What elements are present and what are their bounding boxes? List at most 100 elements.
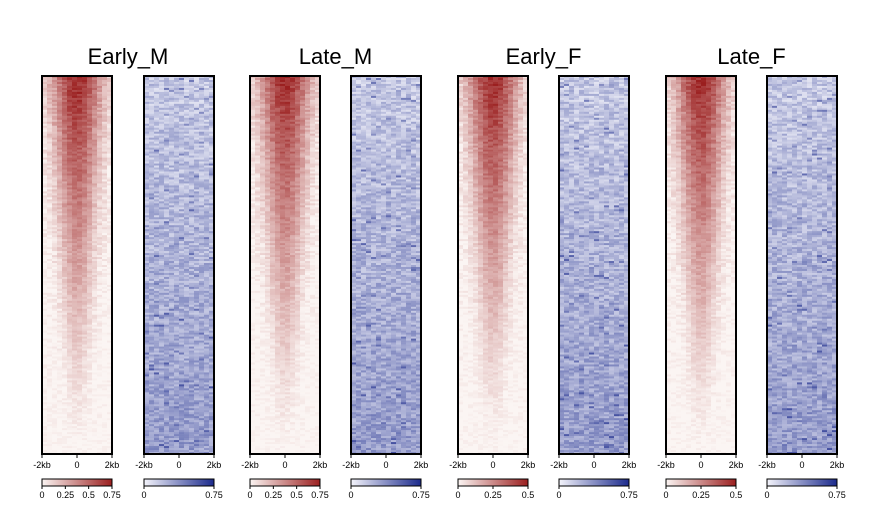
heatmap-cell bbox=[199, 187, 205, 190]
heatmap-cell bbox=[179, 259, 185, 262]
heatmap-cell bbox=[102, 400, 108, 403]
heatmap-cell bbox=[107, 87, 113, 91]
heatmap-cell bbox=[102, 143, 108, 146]
heatmap-cell bbox=[72, 276, 78, 280]
heatmap-cell bbox=[169, 123, 175, 127]
heatmap-cell bbox=[77, 91, 83, 95]
heatmap-cell bbox=[42, 442, 48, 445]
heatmap-cell bbox=[149, 107, 155, 111]
heatmap-cell bbox=[174, 205, 180, 208]
heatmap-cell bbox=[204, 300, 210, 304]
heatmap-cell bbox=[87, 135, 93, 138]
heatmap-cell bbox=[72, 406, 78, 409]
heatmap-cell bbox=[52, 229, 58, 232]
heatmap-cell bbox=[107, 217, 113, 220]
heatmap-cell bbox=[47, 79, 53, 83]
heatmap-cell bbox=[47, 237, 53, 240]
heatmap-cell bbox=[107, 205, 113, 208]
heatmap-cell bbox=[169, 320, 175, 323]
heatmap-cell bbox=[154, 386, 160, 389]
heatmap-cell bbox=[62, 125, 68, 129]
heatmap-cell bbox=[72, 195, 78, 198]
heatmap-cell bbox=[194, 346, 200, 349]
heatmap-cell bbox=[102, 245, 108, 248]
heatmap-cell bbox=[199, 193, 205, 196]
heatmap-cell bbox=[92, 384, 98, 387]
heatmap-cell bbox=[204, 149, 210, 152]
heatmap-cell bbox=[194, 233, 200, 236]
heatmap-cell bbox=[199, 336, 205, 339]
heatmap-cell bbox=[189, 268, 195, 272]
heatmap-cell bbox=[144, 286, 150, 290]
heatmap-cell bbox=[199, 376, 205, 379]
heatmap-cell bbox=[194, 129, 200, 133]
heatmap-cell bbox=[77, 179, 83, 182]
heatmap-cell bbox=[164, 181, 170, 184]
heatmap-cell bbox=[97, 261, 103, 264]
heatmap-cell bbox=[97, 414, 103, 417]
heatmap-cell bbox=[149, 266, 155, 270]
heatmap-cell bbox=[199, 396, 205, 399]
heatmap-cell bbox=[42, 378, 48, 381]
heatmap-cell bbox=[179, 201, 185, 204]
heatmap-cell bbox=[67, 121, 73, 125]
heatmap-cell bbox=[102, 434, 108, 437]
heatmap-cell bbox=[97, 89, 103, 93]
heatmap-cell bbox=[164, 272, 170, 276]
heatmap-cell bbox=[159, 85, 165, 89]
heatmap-cell bbox=[149, 348, 155, 351]
heatmap-cell bbox=[199, 115, 205, 119]
heatmap-cell bbox=[184, 179, 190, 182]
heatmap-cell bbox=[204, 179, 210, 182]
heatmap-cell bbox=[174, 354, 180, 357]
heatmap-cell bbox=[87, 233, 93, 236]
heatmap-cell bbox=[102, 199, 108, 202]
heatmap-cell bbox=[144, 290, 150, 294]
heatmap-cell bbox=[82, 296, 88, 300]
heatmap-cell bbox=[204, 85, 210, 89]
heatmap-cell bbox=[154, 243, 160, 246]
heatmap-cell bbox=[107, 302, 113, 306]
heatmap-cell bbox=[77, 370, 83, 373]
heatmap-cell bbox=[77, 364, 83, 367]
heatmap-cell bbox=[77, 95, 83, 99]
heatmap-cell bbox=[102, 91, 108, 95]
heatmap-cell bbox=[144, 129, 150, 133]
heatmap-cell bbox=[107, 223, 113, 226]
heatmap-cell bbox=[102, 272, 108, 276]
heatmap-cell bbox=[57, 153, 63, 156]
heatmap-cell bbox=[149, 400, 155, 403]
heatmap-cell bbox=[194, 147, 200, 150]
heatmap-cell bbox=[169, 392, 175, 395]
heatmap-cell bbox=[209, 193, 215, 196]
heatmap-cell bbox=[144, 181, 150, 184]
heatmap-cell bbox=[159, 310, 165, 314]
heatmap-cell bbox=[149, 91, 155, 95]
heatmap-cell bbox=[82, 245, 88, 248]
heatmap-cell bbox=[184, 217, 190, 220]
heatmap-cell bbox=[154, 163, 160, 166]
heatmap-cell bbox=[204, 235, 210, 238]
heatmap-cell bbox=[189, 358, 195, 361]
heatmap-cell bbox=[209, 346, 215, 349]
heatmap-cell bbox=[159, 195, 165, 198]
heatmap-cell bbox=[57, 428, 63, 431]
heatmap-cell bbox=[82, 382, 88, 385]
heatmap-cell bbox=[87, 392, 93, 395]
heatmap-cell bbox=[72, 344, 78, 347]
heatmap-cell bbox=[179, 390, 185, 393]
heatmap-cell bbox=[92, 215, 98, 218]
heatmap-cell bbox=[97, 396, 103, 399]
heatmap-cell bbox=[164, 107, 170, 111]
heatmap-cell bbox=[174, 107, 180, 111]
heatmap-cell bbox=[97, 372, 103, 375]
heatmap-cell bbox=[209, 203, 215, 206]
heatmap-cell bbox=[107, 265, 113, 268]
heatmap-cell bbox=[72, 372, 78, 375]
heatmap-cell bbox=[194, 203, 200, 206]
heatmap-cell bbox=[62, 233, 68, 236]
heatmap-cell bbox=[97, 175, 103, 178]
heatmap-cell bbox=[67, 296, 73, 300]
heatmap-cell bbox=[164, 147, 170, 150]
heatmap-cell bbox=[189, 209, 195, 212]
